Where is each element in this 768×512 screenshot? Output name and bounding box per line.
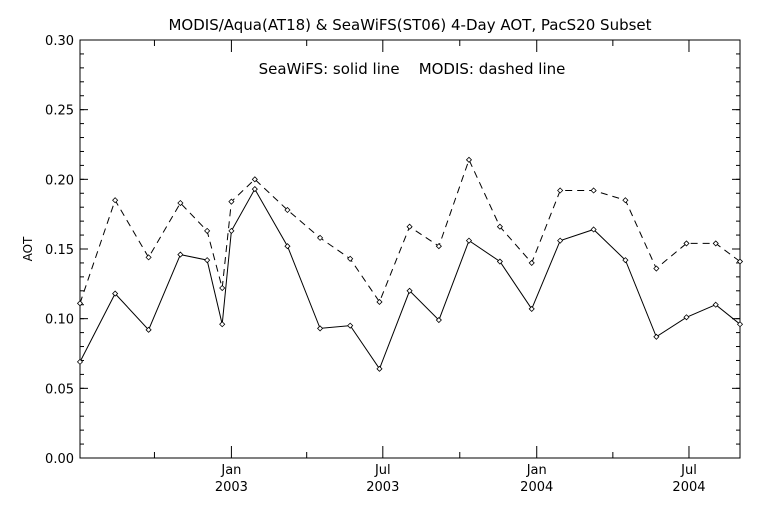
- y-axis-label: AOT: [21, 236, 35, 261]
- modis-data-point: [112, 197, 119, 204]
- x-tick-label-year: 2004: [520, 480, 553, 495]
- seawifs-data-point: [435, 316, 442, 324]
- modis-data-point: [204, 227, 211, 234]
- seawifs-data-point: [251, 186, 258, 193]
- x-tick-label-month: Jul: [680, 463, 697, 478]
- seawifs-data-point: [736, 321, 744, 328]
- modis-data-point: [590, 187, 597, 194]
- x-tick-label-year: 2003: [366, 480, 399, 495]
- y-tick-label: 0.25: [45, 104, 74, 119]
- modis-data-point: [653, 265, 660, 272]
- seawifs-data-point: [145, 326, 152, 333]
- x-tick-label-month: Jan: [220, 463, 241, 478]
- modis-data-point: [347, 255, 354, 262]
- plot-axes: 0.00 0.05 0.10 0.15 0.20 0.25 0.30 Jan 2003 Jul 20…: [45, 34, 741, 495]
- y-tick-label: 0.05: [45, 382, 74, 397]
- modis-data-point: [406, 223, 413, 230]
- chart-title: MODIS/Aqua(AT18) & SeaWiFS(ST06) 4-Day A…: [168, 16, 651, 34]
- seawifs-data-point: [317, 325, 324, 332]
- seawifs-data-point: [347, 322, 354, 329]
- modis-data-point: [528, 259, 535, 266]
- seawifs-data-point: [204, 257, 211, 264]
- seawifs-data-point: [406, 287, 413, 294]
- modis-data-point: [465, 156, 473, 163]
- seawifs-data-point: [376, 365, 383, 372]
- modis-data-point: [219, 284, 226, 292]
- modis-data-point: [376, 298, 383, 306]
- seawifs-data-point: [528, 305, 535, 312]
- x-tick-label-month: Jan: [526, 463, 547, 478]
- seawifs-data-point: [557, 237, 564, 244]
- modis-data-point: [496, 223, 503, 230]
- modis-data-point: [251, 176, 258, 183]
- modis-data-point: [557, 187, 564, 194]
- seawifs-data-point: [284, 243, 291, 250]
- x-tick-label-year: 2004: [672, 480, 705, 495]
- modis-data-point: [76, 300, 84, 307]
- plot-series: [76, 156, 744, 372]
- modis-data-point: [284, 206, 291, 214]
- seawifs-data-point: [622, 257, 629, 264]
- seawifs-data-point: [112, 290, 119, 297]
- x-tick-label-month: Jul: [374, 463, 391, 478]
- modis-data-point: [145, 254, 152, 261]
- modis-data-point: [228, 198, 235, 205]
- modis-series-line: [79, 158, 741, 304]
- modis-data-point: [622, 197, 629, 204]
- seawifs-series-line: [79, 188, 741, 370]
- seawifs-data-point: [177, 251, 184, 258]
- seawifs-data-point: [590, 226, 597, 233]
- seawifs-data-point: [496, 258, 503, 265]
- x-tick-label-year: 2003: [215, 480, 248, 495]
- y-tick-label: 0.10: [45, 313, 74, 328]
- line-style-legend-note: SeaWiFS: solid line MODIS: dashed line: [259, 60, 566, 78]
- modis-data-point: [317, 234, 324, 241]
- seawifs-data-point: [465, 237, 473, 244]
- y-tick-label: 0.00: [45, 452, 74, 467]
- seawifs-data-point: [219, 321, 226, 328]
- seawifs-data-point: [653, 333, 660, 340]
- y-tick-label: 0.20: [45, 173, 74, 188]
- y-tick-label: 0.30: [45, 34, 74, 49]
- modis-data-point: [736, 258, 744, 265]
- seawifs-data-point: [228, 227, 235, 234]
- seawifs-data-point: [76, 358, 84, 365]
- modis-data-point: [683, 240, 690, 247]
- modis-data-point: [712, 240, 719, 247]
- modis-data-point: [177, 199, 184, 207]
- y-tick-label: 0.15: [45, 243, 74, 258]
- seawifs-data-point: [712, 301, 719, 308]
- plot-frame: [79, 39, 741, 459]
- seawifs-data-point: [683, 314, 690, 321]
- modis-data-point: [435, 243, 442, 250]
